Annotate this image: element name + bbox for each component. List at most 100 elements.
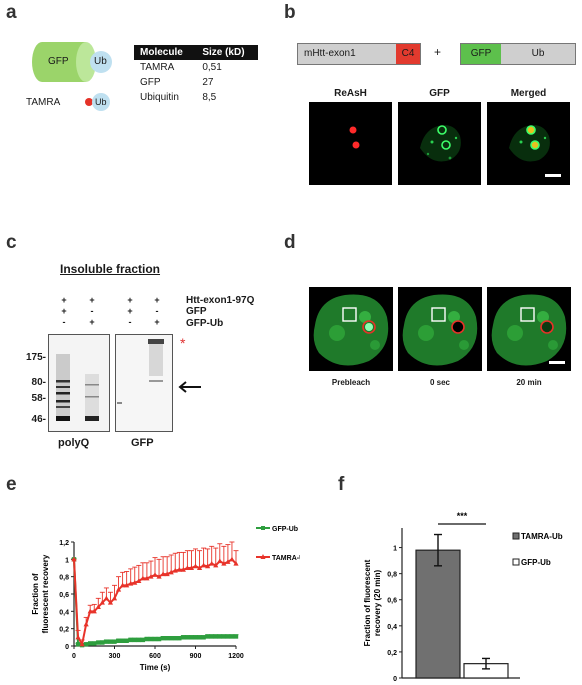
y-tick-label: 0,4: [387, 624, 397, 631]
micrograph-gfp: [398, 102, 481, 185]
data-point: [107, 599, 114, 605]
lane-mark: +: [89, 295, 95, 305]
data-point: [205, 634, 210, 639]
panel-label-a: a: [6, 2, 17, 23]
blot-label-gfp: GFP: [131, 437, 154, 449]
data-point: [185, 635, 190, 640]
panel-label-c: c: [6, 232, 17, 253]
data-point: [128, 637, 133, 643]
table-row: TAMRA 0,51: [134, 60, 258, 75]
western-blot-gfp: [115, 334, 173, 432]
row-label-htt: Htt-exon1-97Q: [186, 295, 255, 306]
x-tick-label: 1200: [228, 653, 244, 660]
data-point: [152, 636, 158, 642]
row-label-gfp: GFP: [186, 306, 207, 317]
frap-caption-20min: 20 min: [516, 378, 542, 387]
panel-label-e: e: [6, 474, 17, 495]
frap-image-0sec: [398, 287, 482, 371]
y-tick-label: 1: [65, 557, 69, 564]
legend-swatch: [512, 532, 520, 540]
data-point: [229, 556, 235, 562]
data-point: [99, 599, 105, 605]
table-cell: TAMRA: [140, 62, 175, 73]
row-label-gfp-ub: GFP-Ub: [186, 318, 224, 329]
y-tick-label: 0,2: [387, 650, 397, 657]
blot-label-polyq: polyQ: [58, 437, 90, 449]
construct-gfp-tag: GFP: [461, 44, 501, 64]
lane-mark: +: [89, 317, 95, 327]
data-point: [233, 634, 239, 639]
data-point: [120, 638, 125, 643]
image-title-merged: Merged: [510, 88, 547, 99]
frap-recovery-line-chart: 0 0,2 0,4 0,6 0,8 1 1,2 0 300 600 900 1200 Time (s) F…: [31, 526, 300, 672]
data-point: [160, 571, 166, 577]
lane-mark: -: [155, 306, 159, 316]
construct-htt: mHtt-exon1 C4: [297, 43, 421, 65]
data-point: [213, 562, 219, 568]
data-point: [184, 565, 190, 570]
data-point: [71, 556, 77, 562]
table-cell: 8,5: [202, 92, 217, 103]
table-header-size: Size (kD): [196, 45, 258, 60]
data-point: [140, 575, 146, 581]
y-axis-label: Fraction of fluorescentrecovery (20 min): [363, 559, 382, 646]
data-point: [233, 560, 239, 566]
data-point: [116, 638, 121, 643]
data-point: [83, 642, 89, 647]
legend-marker: [261, 526, 265, 530]
micrograph-merged: [487, 102, 570, 185]
gfp-barrel-label: GFP: [48, 56, 69, 67]
data-point: [75, 642, 81, 647]
ub-ball-label-2: Ub: [95, 97, 107, 107]
construct-htt-tag: C4: [396, 44, 420, 64]
data-point: [189, 635, 194, 640]
data-point: [217, 634, 222, 639]
panel-label-f: f: [338, 474, 345, 495]
construct-htt-main: mHtt-exon1: [298, 44, 396, 64]
data-point: [164, 571, 170, 577]
mw-marker-175: 175-: [25, 352, 46, 363]
construct-gfp-ub: GFP Ub: [460, 43, 576, 65]
x-axis-label: Time (s): [140, 663, 171, 672]
significance-label: ***: [457, 511, 468, 521]
panel-label-d: d: [284, 232, 296, 253]
molecule-size-table: Molecule Size (kD) TAMRA 0,51 GFP 27 Ubi…: [134, 45, 258, 105]
legend-label: TAMRA-Ub: [272, 555, 300, 562]
data-point: [88, 641, 93, 646]
data-point: [201, 562, 207, 568]
table-cell: GFP: [140, 77, 161, 88]
series-gfp-ub: GFP-Ub: [71, 526, 298, 648]
data-point: [188, 565, 195, 570]
legend-label: GFP-Ub: [272, 526, 298, 533]
data-point: [112, 639, 117, 644]
data-point: [156, 573, 162, 579]
table-row: Ubiquitin 8,5: [134, 90, 258, 105]
data-point: [152, 572, 158, 577]
data-point: [160, 636, 166, 641]
y-tick-label: 1,2: [59, 540, 69, 547]
data-point: [100, 640, 105, 645]
y-tick-label: 0,2: [59, 627, 69, 634]
data-point: [136, 578, 142, 583]
legend-label: TAMRA-Ub: [521, 532, 563, 541]
lane-mark: -: [128, 317, 132, 327]
recovery-bar-chart: 0 0,2 0,4 0,6 0,8 1 Fraction of fluorescentrec…: [363, 511, 563, 683]
data-point: [221, 560, 227, 566]
data-point: [128, 580, 134, 586]
y-axis-label: Fraction offluorescent recovery: [31, 554, 50, 633]
data-point: [213, 634, 218, 639]
data-point: [96, 640, 101, 645]
data-point: [221, 634, 227, 639]
data-point: [132, 637, 137, 643]
table-cell: Ubiquitin: [140, 92, 179, 103]
data-point: [103, 595, 109, 601]
image-title-gfp: GFP: [429, 88, 450, 99]
data-point: [95, 604, 101, 609]
mw-marker-46: 46-: [31, 414, 46, 425]
mw-marker-58: 58-: [31, 393, 46, 404]
frap-caption-prebleach: Prebleach: [331, 378, 371, 387]
western-blot-polyq: [48, 334, 110, 432]
construct-plus: +: [434, 45, 442, 59]
data-point: [124, 638, 129, 643]
data-point: [132, 579, 138, 585]
